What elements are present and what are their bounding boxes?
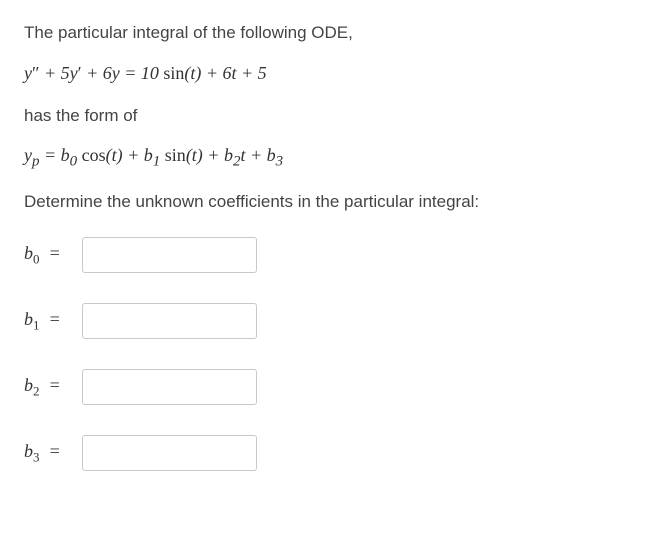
intro-text: The particular integral of the following… [24, 20, 627, 46]
yp-form-equation: yp = b0 cos(t) + b1 sin(t) + b2t + b3 [24, 142, 627, 173]
input-b1[interactable] [82, 303, 257, 339]
answer-row-b3: b3 = [24, 435, 627, 471]
determine-text: Determine the unknown coefficients in th… [24, 189, 627, 215]
has-form-text: has the form of [24, 103, 627, 129]
ode-equation: y″ + 5y′ + 6y = 10 sin(t) + 6t + 5 [24, 60, 627, 87]
answer-row-b0: b0 = [24, 237, 627, 273]
label-b3: b3 = [24, 438, 82, 467]
label-b2: b2 = [24, 372, 82, 401]
answer-row-b1: b1 = [24, 303, 627, 339]
answer-row-b2: b2 = [24, 369, 627, 405]
input-b0[interactable] [82, 237, 257, 273]
input-b3[interactable] [82, 435, 257, 471]
label-b1: b1 = [24, 306, 82, 335]
answers-group: b0 = b1 = b2 = b3 = [24, 237, 627, 471]
label-b0: b0 = [24, 240, 82, 269]
input-b2[interactable] [82, 369, 257, 405]
